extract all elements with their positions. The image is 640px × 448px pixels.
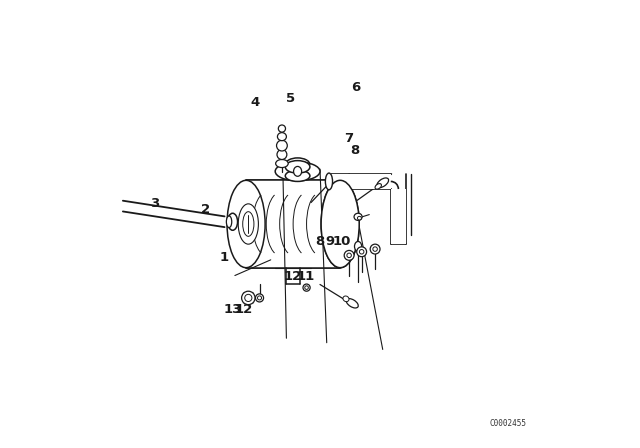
Text: 12: 12: [235, 302, 253, 316]
Ellipse shape: [278, 133, 287, 141]
Ellipse shape: [344, 250, 354, 260]
Ellipse shape: [243, 212, 254, 237]
Ellipse shape: [355, 241, 362, 251]
Ellipse shape: [360, 250, 364, 254]
Text: 5: 5: [286, 92, 296, 105]
Ellipse shape: [377, 178, 388, 188]
Text: 8: 8: [350, 143, 360, 157]
Text: 10: 10: [332, 234, 351, 248]
Polygon shape: [246, 180, 340, 268]
Text: 12: 12: [283, 270, 301, 284]
Ellipse shape: [238, 204, 259, 244]
Ellipse shape: [278, 125, 285, 132]
Text: 7: 7: [344, 132, 354, 146]
Text: 8: 8: [316, 234, 324, 248]
Ellipse shape: [275, 162, 320, 181]
Text: 1: 1: [219, 251, 228, 264]
Ellipse shape: [370, 244, 380, 254]
Ellipse shape: [343, 296, 349, 302]
Ellipse shape: [373, 247, 378, 251]
Ellipse shape: [325, 173, 333, 190]
Polygon shape: [391, 189, 406, 244]
Ellipse shape: [227, 216, 232, 228]
Text: C0002455: C0002455: [490, 419, 527, 428]
Ellipse shape: [276, 140, 287, 151]
Ellipse shape: [303, 284, 310, 291]
Ellipse shape: [227, 180, 265, 268]
Ellipse shape: [294, 166, 301, 176]
Ellipse shape: [285, 161, 310, 173]
Ellipse shape: [346, 299, 358, 308]
Ellipse shape: [357, 216, 362, 220]
Polygon shape: [332, 174, 391, 189]
Text: 2: 2: [201, 203, 211, 216]
Ellipse shape: [305, 286, 308, 289]
Text: 3: 3: [150, 197, 160, 211]
Ellipse shape: [277, 150, 287, 159]
Ellipse shape: [228, 213, 237, 230]
Ellipse shape: [276, 159, 288, 168]
Text: 13: 13: [223, 302, 242, 316]
Ellipse shape: [257, 296, 262, 300]
Text: 6: 6: [351, 81, 360, 94]
Ellipse shape: [354, 213, 362, 220]
Ellipse shape: [375, 184, 381, 189]
Ellipse shape: [244, 294, 252, 302]
Ellipse shape: [347, 253, 351, 258]
Ellipse shape: [255, 294, 264, 302]
Text: 4: 4: [250, 95, 260, 109]
Ellipse shape: [321, 180, 359, 268]
Ellipse shape: [242, 291, 255, 305]
Text: 11: 11: [296, 270, 315, 284]
Ellipse shape: [321, 180, 359, 268]
Text: 9: 9: [326, 234, 335, 248]
Ellipse shape: [356, 247, 367, 257]
Ellipse shape: [285, 170, 310, 181]
